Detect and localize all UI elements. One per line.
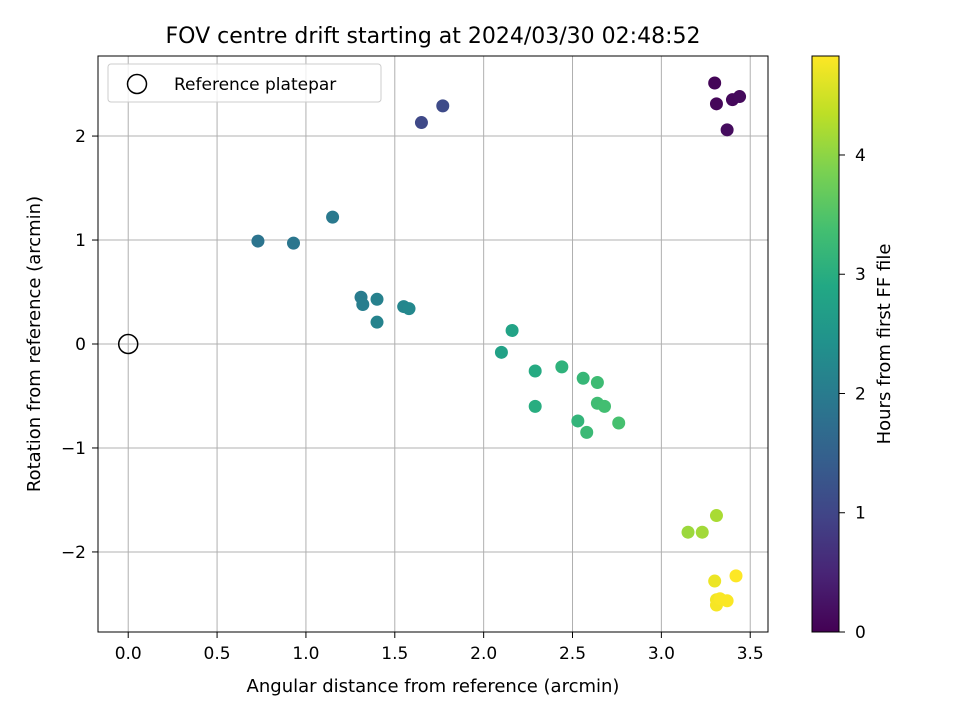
- colorbar-label: Hours from first FF file: [874, 244, 895, 445]
- data-point: [708, 76, 722, 90]
- data-point: [708, 574, 722, 588]
- x-tick-label: 0.5: [204, 644, 231, 664]
- data-point: [720, 123, 734, 137]
- legend: Reference platepar: [107, 63, 382, 103]
- x-tick-label: 3.5: [737, 644, 764, 664]
- data-point: [590, 375, 604, 389]
- y-tick-label: 1: [75, 231, 86, 251]
- grid-lines: [98, 56, 768, 632]
- data-point: [733, 90, 747, 104]
- data-point: [580, 425, 594, 439]
- data-point: [286, 236, 300, 250]
- data-point: [402, 302, 416, 316]
- data-point: [612, 416, 626, 430]
- colorbar-tick-label: 0: [855, 623, 866, 643]
- legend-box: [107, 63, 382, 103]
- reference-point-group: [117, 333, 139, 355]
- data-point: [370, 315, 384, 329]
- x-axis-ticks: 0.0 0.5 1.0 1.5 2.0 2.5 3.0 3.5: [115, 632, 764, 664]
- y-tick-label: −1: [61, 439, 86, 459]
- x-tick-label: 1.5: [381, 644, 408, 664]
- reference-point-marker: [117, 333, 139, 355]
- colorbar-tick-label: 2: [855, 384, 866, 404]
- data-point: [720, 594, 734, 608]
- data-point: [528, 399, 542, 413]
- data-point: [356, 297, 370, 311]
- legend-label: Reference platepar: [174, 75, 336, 95]
- chart-title: FOV centre drift starting at 2024/03/30 …: [166, 24, 701, 49]
- colorbar-gradient: [811, 55, 840, 633]
- data-point: [370, 292, 384, 306]
- data-point: [709, 509, 723, 523]
- x-tick-label: 1.0: [292, 644, 319, 664]
- data-point: [494, 345, 508, 359]
- y-tick-label: −2: [61, 543, 86, 563]
- data-point: [555, 360, 569, 374]
- x-tick-label: 0.0: [115, 644, 142, 664]
- data-point: [571, 414, 585, 428]
- data-points: [251, 76, 747, 612]
- data-point: [505, 323, 519, 337]
- data-point: [528, 364, 542, 378]
- data-point: [681, 525, 695, 539]
- data-point: [251, 234, 265, 248]
- colorbar-ticks: 0 1 2 3 4: [839, 146, 866, 643]
- data-point: [597, 399, 611, 413]
- y-tick-label: 0: [75, 335, 86, 355]
- y-axis-ticks: −2 −1 0 1 2: [61, 127, 98, 563]
- data-point: [709, 97, 723, 111]
- data-point: [326, 210, 340, 224]
- data-point: [436, 99, 450, 113]
- colorbar: 0 1 2 3 4 Hours from first FF file: [811, 55, 895, 643]
- data-point: [576, 371, 590, 385]
- legend-marker-open-circle: [126, 73, 148, 95]
- data-point: [414, 116, 428, 130]
- y-tick-label: 2: [75, 127, 86, 147]
- y-axis-label: Rotation from reference (arcmin): [24, 196, 45, 492]
- data-point: [729, 569, 743, 583]
- x-tick-label: 2.0: [470, 644, 497, 664]
- x-tick-label: 2.5: [559, 644, 586, 664]
- data-point: [695, 525, 709, 539]
- colorbar-tick-label: 1: [855, 504, 866, 524]
- x-tick-label: 3.0: [648, 644, 675, 664]
- x-axis-label: Angular distance from reference (arcmin): [247, 676, 620, 697]
- colorbar-tick-label: 3: [855, 265, 866, 285]
- colorbar-tick-label: 4: [855, 146, 866, 166]
